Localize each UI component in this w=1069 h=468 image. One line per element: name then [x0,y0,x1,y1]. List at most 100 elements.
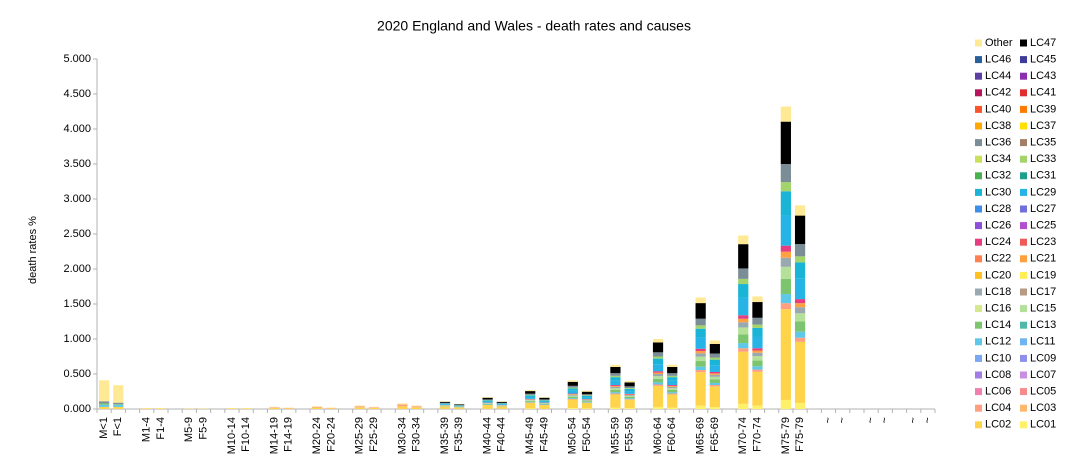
bar-segment [794,402,806,409]
legend-swatch [1020,354,1027,362]
bar-segment [241,408,252,409]
bar-segment [738,268,749,279]
bar-segment [709,386,720,407]
bar-segment [652,372,664,374]
legend-label: LC05 [1030,386,1056,398]
bar-segment [610,367,621,374]
x-tick-label: M35-39 [439,417,451,454]
legend-swatch [975,255,982,263]
legend-swatch [1020,105,1027,113]
legend-label: LC46 [985,54,1011,66]
legend-swatch [1020,238,1027,246]
bar-segment [695,337,706,349]
bar-segment [709,382,720,385]
bar-segment [752,327,763,337]
bar-segment [794,337,806,342]
bar-segment [794,331,806,338]
bar-segment [312,406,323,407]
bar-segment [624,388,635,389]
x-tick-label: ~ [908,417,920,423]
legend-swatch [1020,255,1027,263]
x-tick-label: M5-9 [183,417,195,442]
bar-segment [752,369,763,372]
legend-swatch [1020,271,1027,279]
x-tick-label: F60-64 [666,417,678,452]
bar-segment [581,399,593,401]
legend-label: LC43 [1030,70,1056,82]
x-tick-label: ~ [922,417,934,423]
bar-segment [709,353,720,358]
legend-swatch [975,305,982,313]
bar-segment [780,245,791,252]
bar-segment [624,381,635,383]
bar-segment [624,395,635,396]
bar-segment [652,374,664,377]
bar-segment [709,379,720,383]
legend-label: LC35 [1030,137,1056,149]
legend-label: LC07 [1030,369,1056,381]
legend-label: LC38 [985,120,1011,132]
bar-segment [610,407,621,409]
legend: LC01 LC02 LC03 LC04 LC05 LC06 LC07 LC08 LC09 LC10… [975,37,1056,431]
x-tick-label: M75-79 [780,417,792,454]
bar-segment [482,397,493,398]
bar-segment [752,324,763,328]
bar-segment [652,378,664,383]
bar-segment [354,407,365,409]
x-tick-label: ~ [865,417,877,423]
bar-segment [794,307,806,314]
bar-segment [780,164,791,183]
bar-segment [283,408,294,409]
legend-swatch [975,72,982,80]
bar-segment [752,336,763,349]
legend-swatch [1020,122,1027,130]
legend-label: LC44 [985,70,1011,82]
bar-segment [141,408,152,409]
legend-swatch [975,238,982,246]
bar-segment [98,404,110,407]
bar-segment [581,390,593,392]
bar-segment [98,406,110,409]
bars [98,106,806,409]
legend-label: LC10 [985,352,1011,364]
legend-swatch [975,338,982,346]
legend-swatch [975,354,982,362]
x-tick-label: M10-14 [226,417,238,454]
bar-segment [709,365,720,372]
bar-segment [709,343,720,354]
bar-segment [624,398,635,400]
legend-swatch [975,222,982,230]
legend-swatch [1020,188,1027,196]
legend-swatch [1020,155,1027,163]
bar-segment [539,403,550,405]
x-tick-label: F<1 [112,417,124,436]
legend-label: LC21 [1030,253,1056,265]
bar-segment [539,397,550,400]
legend-label: LC08 [985,369,1011,381]
bar-segment [581,397,593,400]
bar-segment [794,215,806,245]
legend-label: Other [985,37,1013,49]
bar-segment [624,399,635,400]
bar-segment [368,407,380,408]
bar-segment [652,376,664,379]
bar-segment [794,299,806,304]
bar-segment [567,396,578,399]
bar-segment [567,394,578,395]
bar-segment [667,385,678,387]
legend-label: LC02 [985,419,1011,431]
bar-segment [624,391,635,394]
x-tick-label: F70-74 [751,417,763,452]
bar-segment [667,393,678,395]
bar-segment [752,366,763,370]
bar-segment [794,244,806,257]
y-axis-label: death rates % [27,216,39,284]
bar-segment [368,407,380,409]
bar-segment [581,402,593,403]
bar-segment [667,364,678,367]
bar-segment [567,380,578,382]
bar-segment [98,401,110,404]
x-tick-label: F10-14 [240,417,252,452]
bar-segment [752,360,763,367]
legend-swatch [975,122,982,130]
